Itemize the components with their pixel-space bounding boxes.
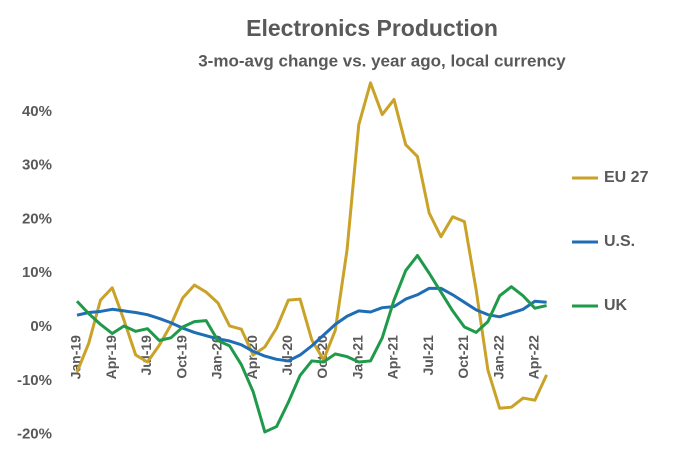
x-tick-label: Jan-21 <box>349 335 365 380</box>
x-tick-label: Jul-20 <box>279 335 295 376</box>
series-line <box>75 81 548 410</box>
x-tick-label: Oct-21 <box>455 335 471 379</box>
y-tick-label: 40% <box>22 103 52 120</box>
series-line <box>76 286 547 363</box>
x-tick-label: Apr-19 <box>103 335 119 380</box>
legend-label: EU 27 <box>604 169 649 186</box>
legend-label: UK <box>604 297 628 314</box>
y-tick-label: 10% <box>22 264 52 281</box>
x-tick-label: Oct-19 <box>173 335 189 379</box>
x-tick-label: Apr-21 <box>385 335 401 380</box>
x-tick-label: Jan-20 <box>209 335 225 380</box>
x-tick-label: Apr-22 <box>526 335 542 380</box>
y-tick-label: 0% <box>30 318 52 335</box>
series-line <box>75 254 547 434</box>
chart-title: Electronics Production <box>246 15 498 41</box>
chart-subtitle: 3-mo-avg change vs. year ago, local curr… <box>198 51 566 70</box>
y-tick-label: -10% <box>17 372 52 389</box>
x-tick-label: Jan-19 <box>68 335 84 380</box>
x-tick-label: Jul-19 <box>138 335 154 376</box>
y-tick-label: 20% <box>22 210 52 227</box>
legend-label: U.S. <box>604 233 635 250</box>
y-tick-label: 30% <box>22 157 52 174</box>
y-tick-label: -20% <box>17 426 52 443</box>
x-tick-label: Jul-21 <box>420 335 436 376</box>
x-tick-label: Jan-22 <box>490 335 506 380</box>
